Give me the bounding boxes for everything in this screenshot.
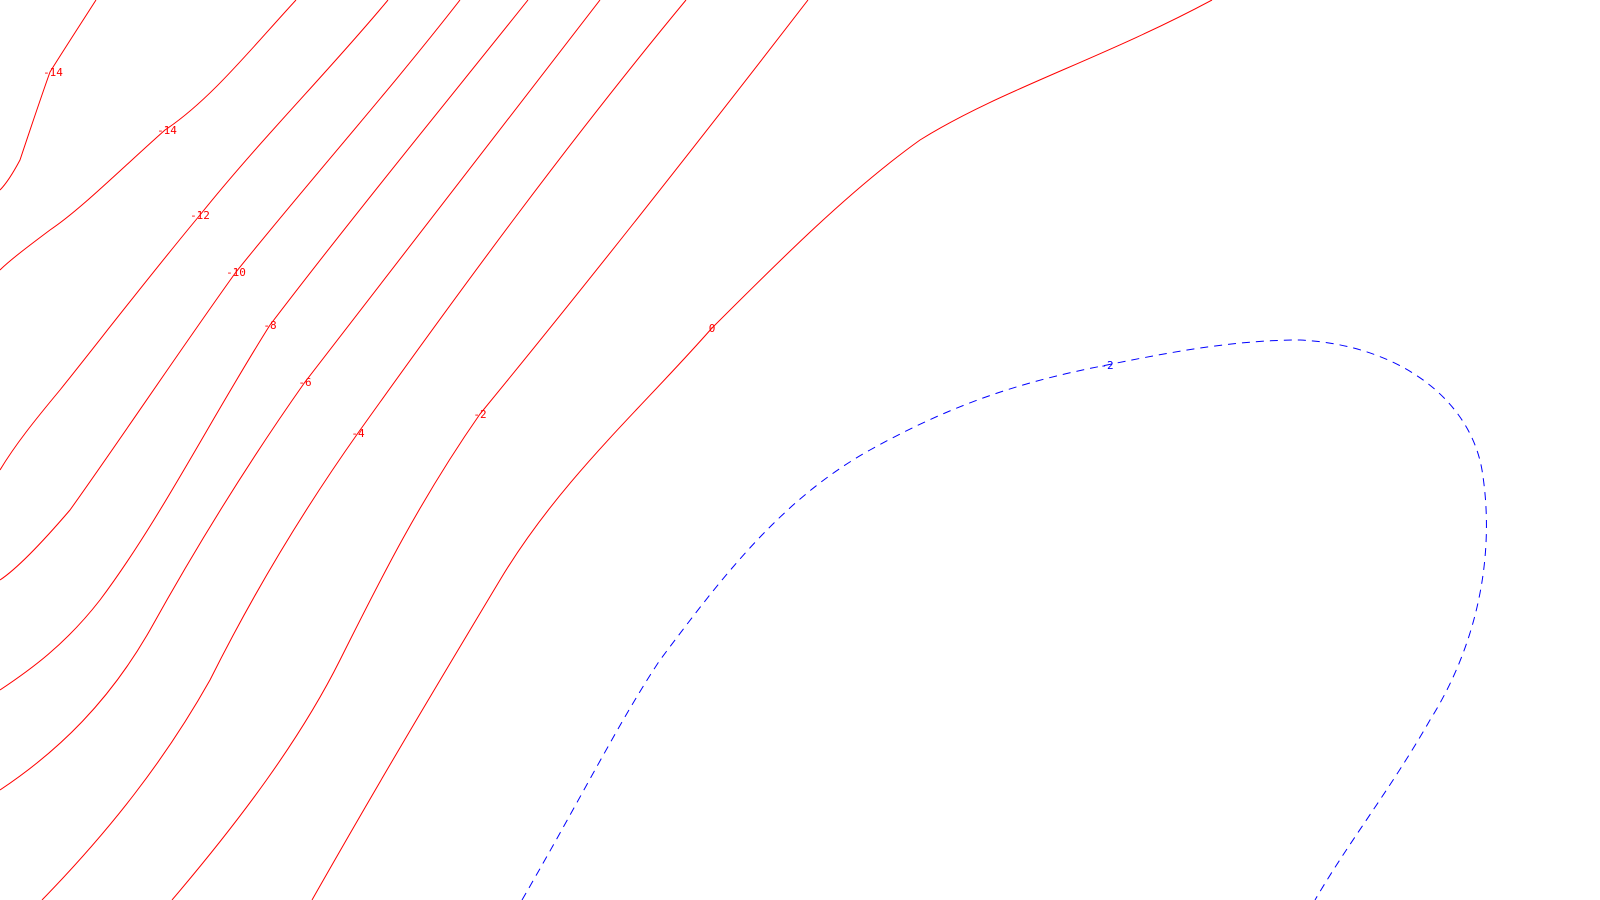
contour-line-minus4: -4 xyxy=(41,0,687,900)
contour-label: -8 xyxy=(263,319,276,332)
contour-path xyxy=(0,0,389,471)
contour-path xyxy=(0,0,461,581)
contour-label: -14 xyxy=(43,66,63,79)
contour-line-minus2-red: -2 xyxy=(171,0,809,900)
contour-path xyxy=(171,0,809,900)
contour-line-minus6: -6 xyxy=(0,0,601,791)
contour-line-minus10: -10 xyxy=(0,0,461,581)
contour-label: -4 xyxy=(351,427,365,440)
contour-path xyxy=(41,0,687,900)
contour-label: -12 xyxy=(190,209,210,222)
contour-line-minus8: -8 xyxy=(0,0,529,691)
contour-line-zero: 0 xyxy=(311,0,1213,900)
contour-line-minus2-blue: -2 xyxy=(521,339,1487,900)
contour-path xyxy=(0,0,529,691)
contour-line-minus12: -12 xyxy=(0,0,389,471)
contour-path xyxy=(0,0,97,191)
contour-path xyxy=(0,0,601,791)
contour-label: -10 xyxy=(226,266,246,279)
contour-label: -14 xyxy=(157,124,177,137)
contour-path xyxy=(311,0,1213,900)
contour-line-minus14-a: -14 xyxy=(0,0,97,191)
contour-path xyxy=(0,0,297,271)
contour-label: -2 xyxy=(473,408,486,421)
contour-line-minus14-b: -14 xyxy=(0,0,297,271)
contour-label: -6 xyxy=(298,376,311,389)
contour-label: -2 xyxy=(1100,359,1113,372)
contour-label: 0 xyxy=(709,322,716,335)
contour-path xyxy=(521,339,1487,900)
